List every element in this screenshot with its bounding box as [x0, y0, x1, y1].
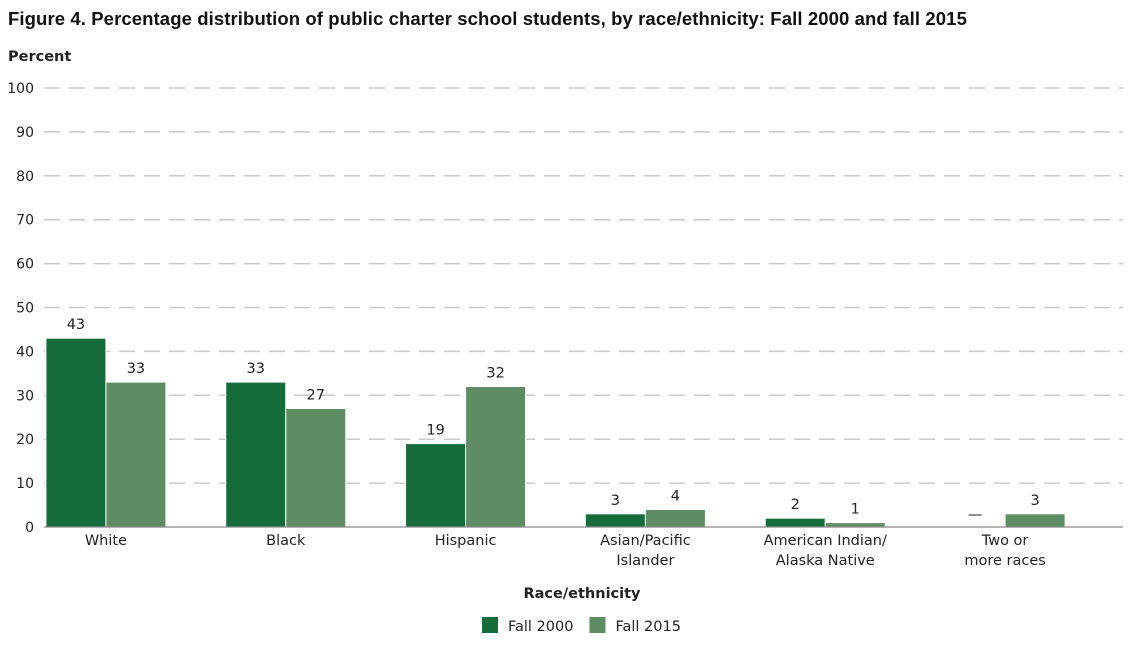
category-label: Islander [616, 553, 674, 569]
bar-fall-2000 [45, 337, 107, 528]
legend-label: Fall 2000 [508, 619, 573, 635]
y-tick-label: 90 [16, 125, 34, 141]
data-label: 33 [127, 361, 145, 377]
data-label: 19 [426, 423, 444, 439]
value-labels: 43 33 33 27 19 32 3 4 2 1 — 3 [67, 317, 1040, 523]
category-label: Two or [981, 533, 1029, 549]
bar-fall-2000 [405, 443, 467, 528]
y-tick-label: 100 [7, 81, 34, 97]
y-tick-label: 10 [16, 476, 34, 492]
data-label: 3 [1030, 493, 1039, 509]
data-label: 32 [486, 366, 504, 382]
y-axis-ticks: 0 10 20 30 40 50 60 70 80 90 100 [7, 81, 34, 536]
gridlines [44, 87, 1123, 484]
bar-fall-2000 [764, 517, 826, 528]
category-label: Hispanic [435, 533, 497, 549]
data-label: 27 [307, 387, 325, 403]
category-label: White [85, 533, 127, 549]
category-label: Black [266, 533, 306, 549]
data-label: 33 [247, 361, 265, 377]
category-label: more races [964, 553, 1045, 569]
bars [45, 337, 1066, 528]
y-tick-label: 0 [25, 520, 34, 536]
bar-fall-2015 [105, 381, 167, 528]
y-tick-label: 50 [16, 301, 34, 317]
figure-title: Figure 4. Percentage distribution of pub… [8, 8, 967, 29]
legend-label: Fall 2015 [615, 619, 680, 635]
bar-fall-2015 [644, 508, 706, 528]
bar-fall-2000 [225, 381, 287, 528]
y-tick-label: 30 [16, 388, 34, 404]
y-axis-title: Percent [8, 49, 71, 65]
legend-swatch [482, 617, 498, 633]
category-label: American Indian/ [764, 533, 887, 549]
legend-swatch [589, 617, 606, 633]
y-tick-label: 80 [16, 169, 34, 185]
y-tick-label: 60 [16, 257, 34, 273]
category-label: Asian/Pacific [600, 533, 691, 549]
data-label: 4 [671, 488, 680, 504]
data-label: 43 [67, 317, 85, 333]
bar-fall-2015 [285, 407, 347, 528]
y-tick-label: 40 [16, 344, 34, 360]
bar-fall-2015 [465, 386, 527, 528]
bar-fall-2015 [824, 522, 886, 528]
data-label: 2 [791, 497, 800, 513]
data-label: 1 [851, 502, 860, 518]
category-labels: White Black Hispanic Asian/Pacific Islander A… [85, 533, 1046, 569]
bar-fall-2015 [1004, 513, 1066, 528]
x-axis-title: Race/ethnicity [523, 586, 641, 602]
legend: Fall 2000 Fall 2015 [482, 617, 681, 635]
y-tick-label: 20 [16, 432, 34, 448]
data-label: — [968, 507, 983, 523]
category-label: Alaska Native [776, 553, 875, 569]
y-tick-label: 70 [16, 213, 34, 229]
data-label: 3 [611, 493, 620, 509]
bar-fall-2000 [584, 513, 646, 528]
